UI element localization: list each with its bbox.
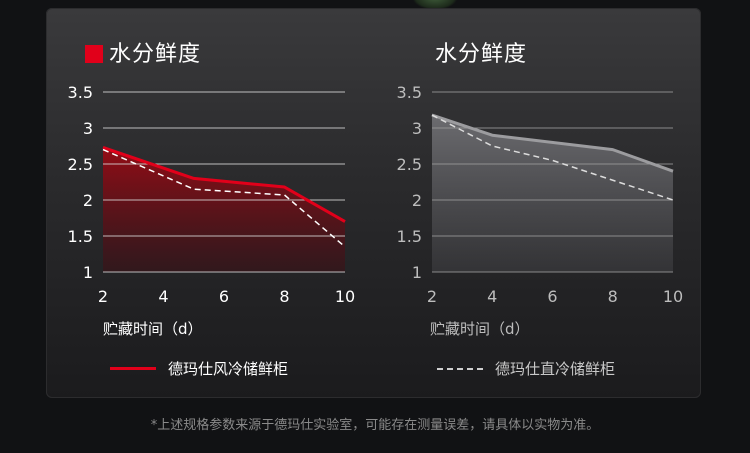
x-tick-label: 4 bbox=[158, 287, 168, 306]
y-tick-label: 1.5 bbox=[397, 227, 422, 246]
legend-solid-red-line bbox=[110, 367, 156, 370]
left-legend: 德玛仕风冷储鲜柜 bbox=[110, 358, 288, 379]
x-tick-label: 4 bbox=[487, 287, 497, 306]
right-legend: 德玛仕直冷储鲜柜 bbox=[437, 358, 615, 379]
red-square-marker bbox=[85, 45, 103, 63]
y-tick-label: 2.5 bbox=[397, 155, 422, 174]
y-tick-label: 1 bbox=[83, 263, 93, 282]
decorative-leaf bbox=[412, 0, 458, 10]
right-chart-title: 水分鲜度 bbox=[435, 36, 527, 68]
x-tick-label: 8 bbox=[608, 287, 618, 306]
y-tick-label: 3 bbox=[412, 119, 422, 138]
series-line-solid bbox=[102, 146, 346, 223]
y-tick-label: 3 bbox=[83, 119, 93, 138]
series-line-solid bbox=[431, 113, 674, 173]
y-tick-label: 2 bbox=[412, 191, 422, 210]
y-tick-label: 2 bbox=[83, 191, 93, 210]
area-fill bbox=[432, 115, 673, 272]
x-tick-label: 6 bbox=[219, 287, 229, 306]
x-axis-title: 贮藏时间（d） bbox=[103, 320, 203, 338]
x-tick-label: 2 bbox=[427, 287, 437, 306]
x-tick-label: 6 bbox=[547, 287, 557, 306]
y-tick-label: 1.5 bbox=[68, 227, 93, 246]
y-tick-label: 2.5 bbox=[68, 155, 93, 174]
right-legend-label: 德玛仕直冷储鲜柜 bbox=[495, 360, 616, 378]
y-tick-label: 3.5 bbox=[397, 83, 422, 102]
x-tick-label: 10 bbox=[663, 287, 683, 306]
left-chart-title: 水分鲜度 bbox=[85, 36, 201, 68]
left-chart-title-text: 水分鲜度 bbox=[109, 42, 202, 67]
series-line-dashed bbox=[102, 148, 346, 248]
legend-dashed-line bbox=[437, 368, 483, 370]
series-line-dashed bbox=[431, 114, 674, 201]
x-tick-label: 2 bbox=[98, 287, 108, 306]
y-tick-label: 3.5 bbox=[68, 83, 93, 102]
area-fill bbox=[103, 147, 345, 272]
left-legend-label: 德玛仕风冷储鲜柜 bbox=[168, 360, 289, 378]
x-tick-label: 8 bbox=[279, 287, 289, 306]
footnote: *上述规格参数来源于德玛仕实验室，可能存在测量误差，请具体以实物为准。 bbox=[150, 418, 600, 433]
y-tick-label: 1 bbox=[412, 263, 422, 282]
x-tick-label: 10 bbox=[335, 287, 355, 306]
right-chart-title-text: 水分鲜度 bbox=[435, 42, 528, 67]
x-axis-title: 贮藏时间（d） bbox=[430, 320, 530, 338]
